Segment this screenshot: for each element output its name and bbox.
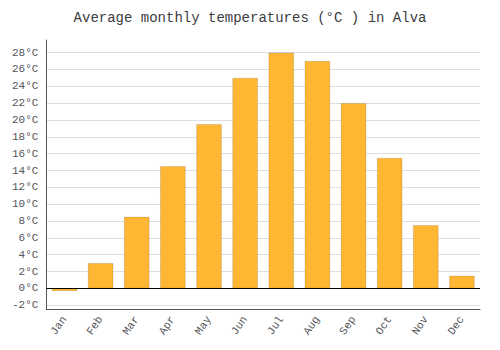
svg-text:Jun: Jun xyxy=(229,314,250,337)
svg-text:Jan: Jan xyxy=(48,314,69,337)
svg-text:24°C: 24°C xyxy=(12,80,39,92)
svg-text:18°C: 18°C xyxy=(12,131,39,143)
svg-text:-2°C: -2°C xyxy=(12,299,39,311)
svg-text:Oct: Oct xyxy=(373,314,394,337)
svg-text:May: May xyxy=(193,314,214,337)
svg-text:Aug: Aug xyxy=(301,314,322,337)
svg-text:16°C: 16°C xyxy=(12,148,39,160)
svg-text:Average monthly temperatures (: Average monthly temperatures (°C ) in Al… xyxy=(74,10,427,26)
svg-text:26°C: 26°C xyxy=(12,63,39,75)
svg-text:4°C: 4°C xyxy=(19,249,39,261)
svg-text:2°C: 2°C xyxy=(19,266,39,278)
svg-text:14°C: 14°C xyxy=(12,165,39,177)
svg-text:Feb: Feb xyxy=(84,314,105,337)
svg-text:12°C: 12°C xyxy=(12,181,39,193)
svg-text:6°C: 6°C xyxy=(19,232,39,244)
svg-text:Nov: Nov xyxy=(410,314,431,337)
svg-text:8°C: 8°C xyxy=(19,215,39,227)
svg-text:0°C: 0°C xyxy=(19,282,39,294)
svg-text:20°C: 20°C xyxy=(12,114,39,126)
svg-text:Mar: Mar xyxy=(120,314,141,337)
svg-text:Apr: Apr xyxy=(157,314,178,337)
svg-text:28°C: 28°C xyxy=(12,47,39,59)
svg-text:10°C: 10°C xyxy=(12,198,39,210)
svg-text:Sep: Sep xyxy=(337,314,358,337)
svg-text:22°C: 22°C xyxy=(12,97,39,109)
svg-text:Jul: Jul xyxy=(265,314,286,337)
svg-text:Dec: Dec xyxy=(446,314,467,337)
